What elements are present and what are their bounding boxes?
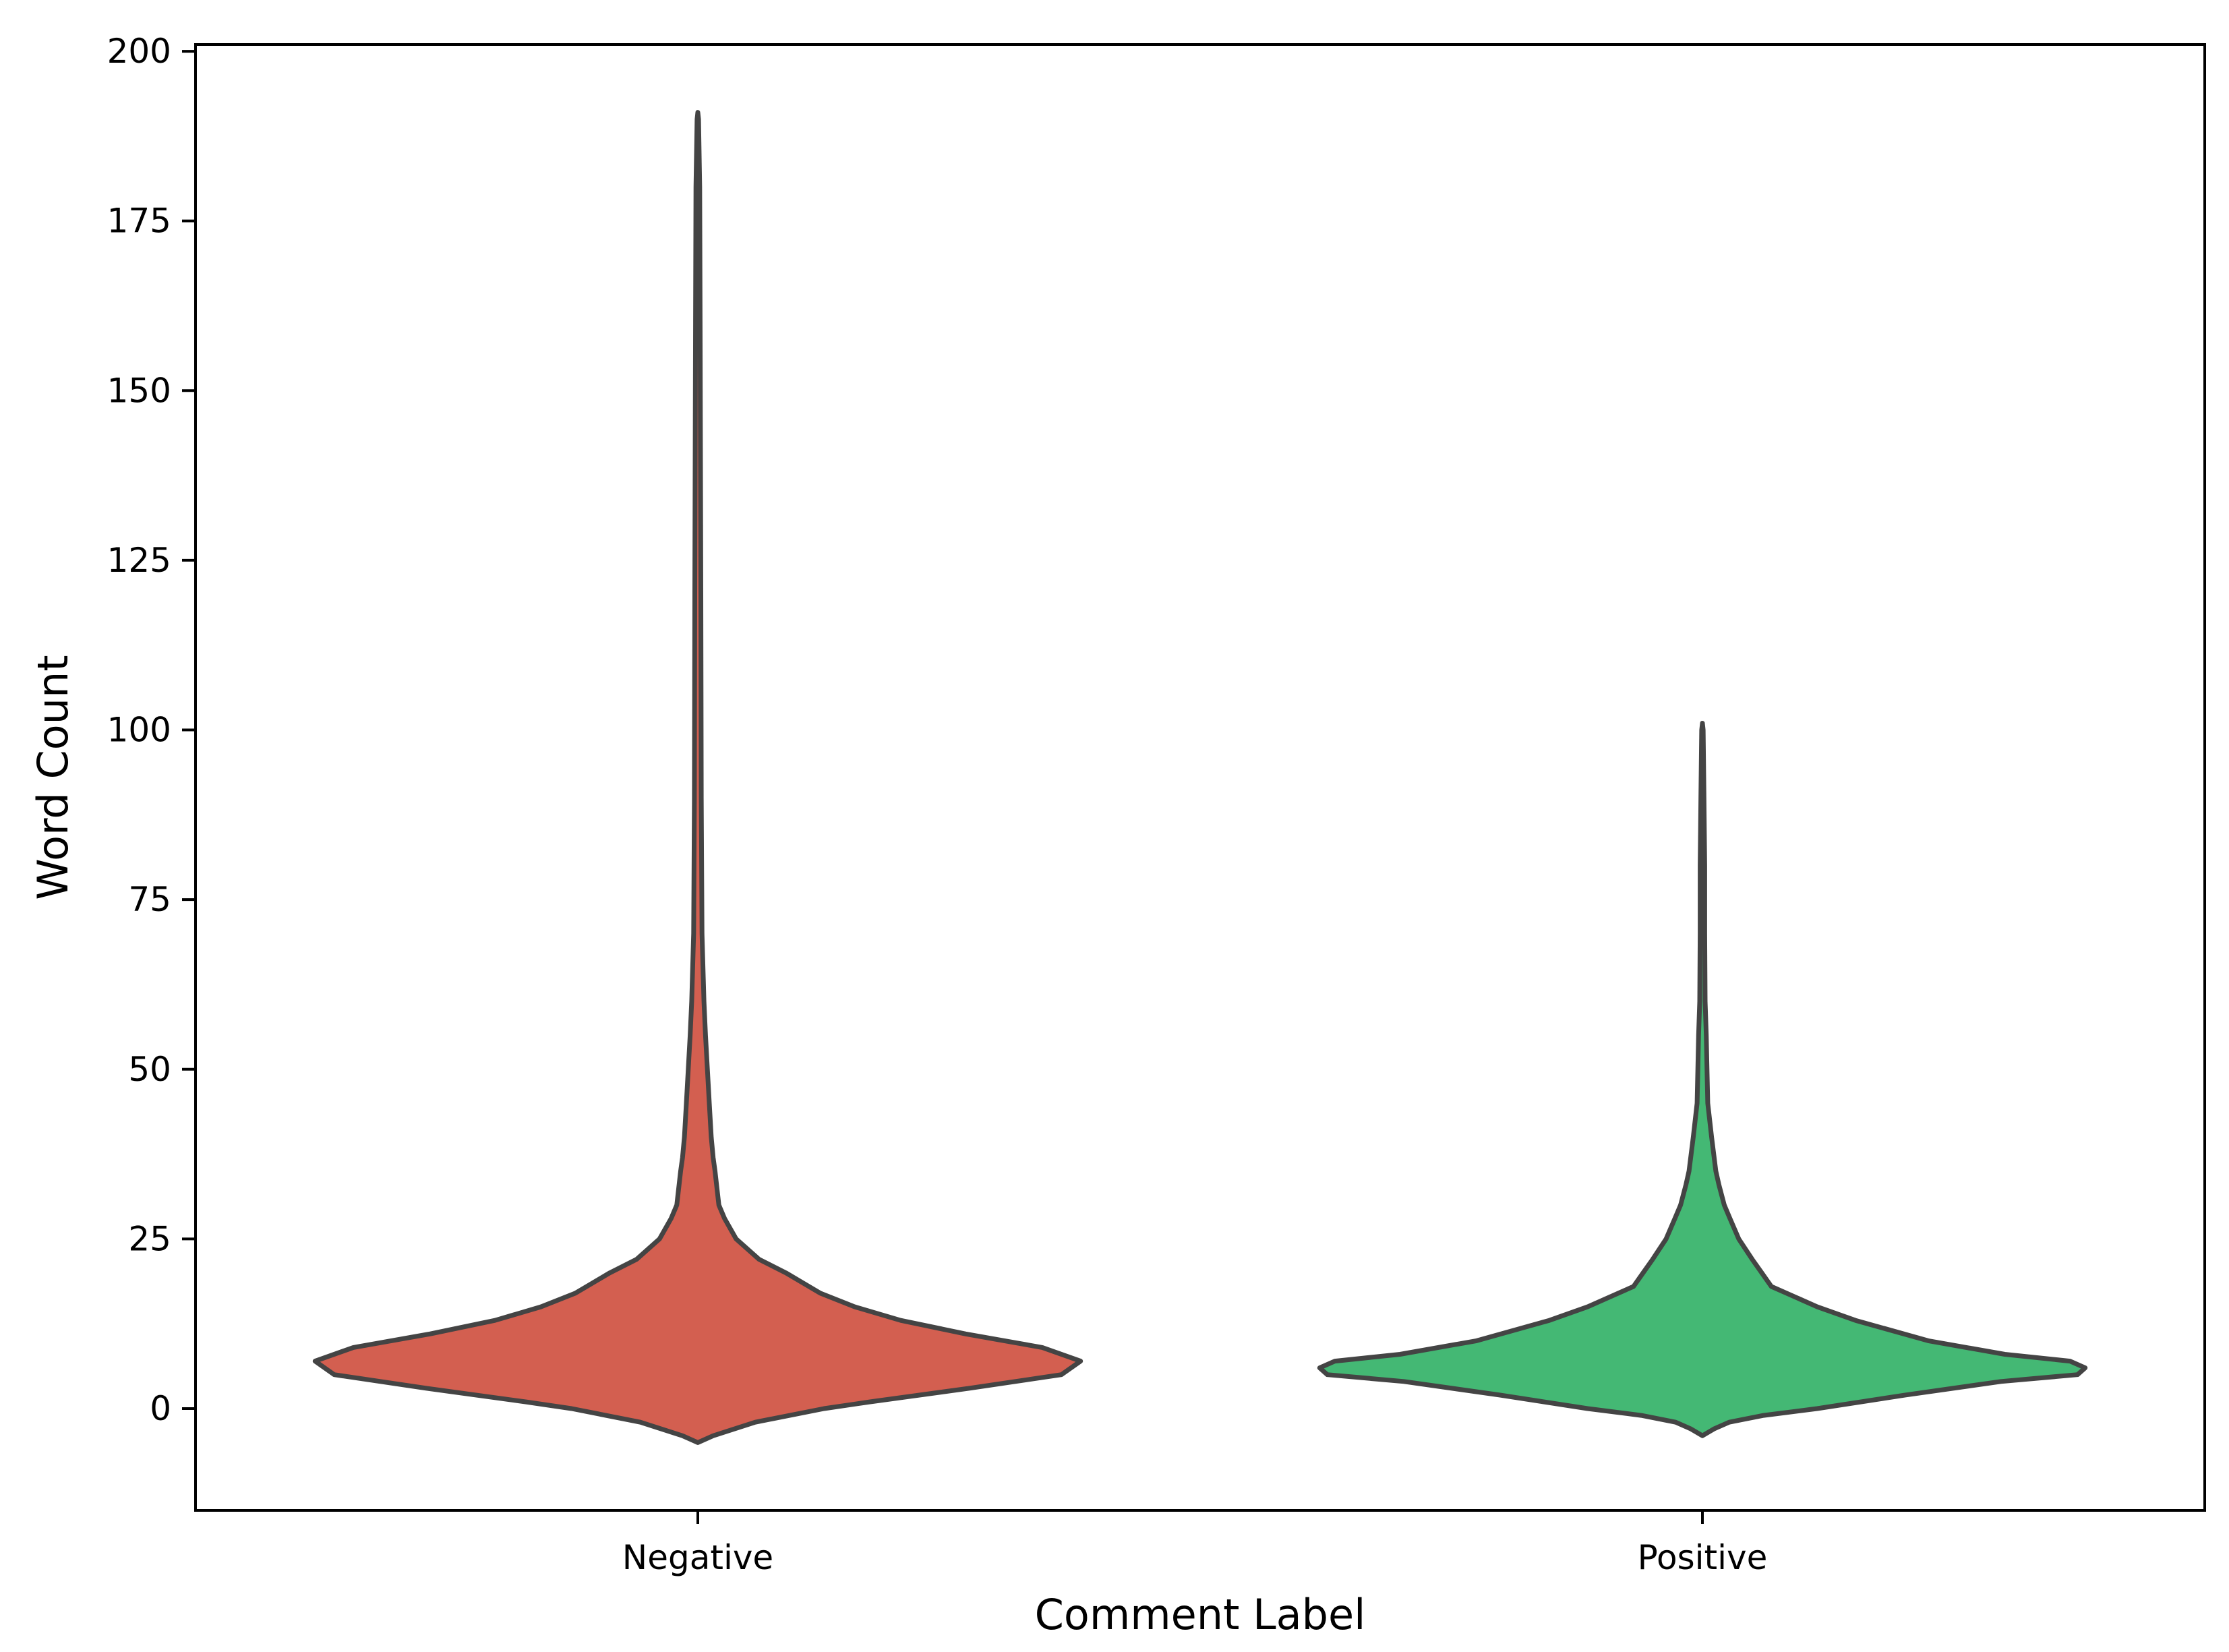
y-tick-label: 100 (107, 711, 171, 750)
y-tick-label: 200 (107, 32, 171, 71)
y-axis-title: Word Count (28, 655, 78, 899)
y-tick-label: 75 (128, 880, 171, 919)
y-tick-label: 0 (150, 1389, 171, 1428)
y-tick-label: 125 (107, 541, 171, 580)
x-tick-label-negative: Negative (622, 1538, 773, 1577)
violin-group (312, 110, 2088, 1445)
y-tick-label: 175 (107, 202, 171, 241)
x-axis: Negative Positive (622, 1510, 1768, 1577)
y-tick-label: 25 (128, 1219, 171, 1258)
y-axis: 0 25 50 75 100 125 150 175 200 (107, 32, 196, 1428)
y-tick-label: 150 (107, 371, 171, 410)
violin-positive (1317, 721, 2088, 1438)
y-tick-label: 50 (128, 1050, 171, 1089)
violin-negative (312, 110, 1083, 1445)
x-axis-title: Comment Label (1035, 1590, 1366, 1639)
x-tick-label-positive: Positive (1638, 1538, 1768, 1577)
plot-area-frame (194, 43, 2206, 1512)
